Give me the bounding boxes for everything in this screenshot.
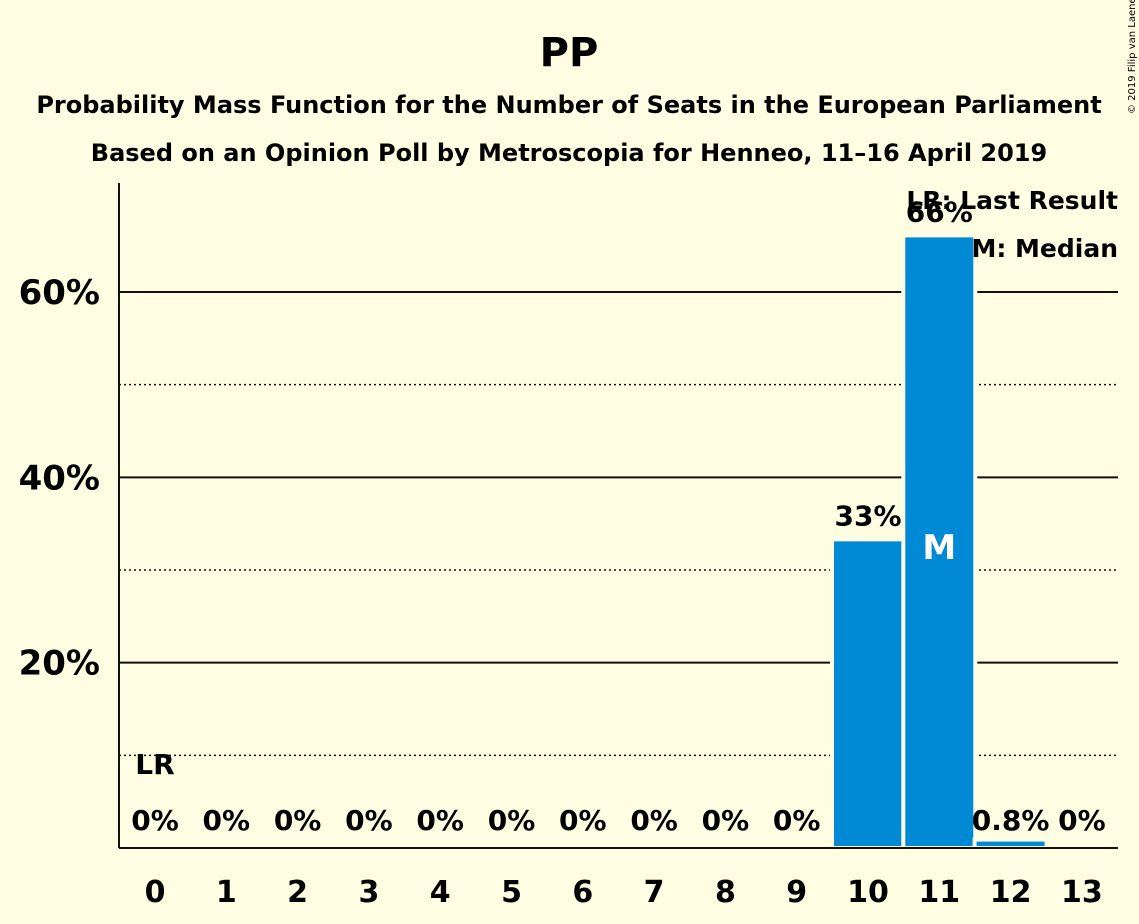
copyright-note: © 2019 Filip van Laenen <box>1127 0 1138 114</box>
x-tick-label: 13 <box>1061 875 1103 910</box>
data-label: 0% <box>559 804 607 837</box>
x-tick-label: 10 <box>847 875 889 910</box>
data-label: 0% <box>416 804 464 837</box>
data-label: 0% <box>702 804 750 837</box>
data-label: 0% <box>345 804 393 837</box>
y-tick-label: 60% <box>19 273 100 313</box>
legend-median: M: Median <box>971 234 1118 263</box>
x-tick-label: 11 <box>918 875 960 910</box>
x-tick-label: 6 <box>572 875 593 910</box>
last-result-marker: LR <box>135 748 174 781</box>
x-tick-label: 2 <box>287 875 308 910</box>
x-tick-label: 8 <box>715 875 736 910</box>
data-label: 0% <box>203 804 251 837</box>
x-tick-label: 9 <box>786 875 807 910</box>
legend-last-result: LR: Last Result <box>906 186 1118 215</box>
data-labels: 0% 0% 0% 0% 0% 0% 0% 0% 0% 0%33%66%0.8% 0%LRM <box>131 195 1105 837</box>
x-tick-label: 1 <box>216 875 237 910</box>
data-label: 66% <box>906 195 973 228</box>
chart-title: PP <box>540 30 599 76</box>
median-marker: M <box>922 528 956 568</box>
x-tick-label: 7 <box>644 875 665 910</box>
x-tick-label: 5 <box>501 875 522 910</box>
x-tick-label: 0 <box>145 875 166 910</box>
chart-subtitle-poll: Based on an Opinion Poll by Metroscopia … <box>91 139 1047 167</box>
bar <box>972 837 1049 851</box>
data-label: 0% <box>274 804 322 837</box>
data-label: 0.8% <box>972 804 1050 837</box>
data-label: 0% <box>131 804 179 837</box>
data-label: 0% <box>1058 804 1106 837</box>
data-label: 0% <box>488 804 536 837</box>
bar <box>830 537 906 850</box>
y-tick-label: 40% <box>19 458 100 498</box>
x-tick-label: 12 <box>990 875 1032 910</box>
y-tick-label: 20% <box>19 644 100 684</box>
axes: 20%40%60%0 1 2 3 4 5 6 7 8 9 10 11 12 13 <box>19 183 1118 910</box>
data-label: 0% <box>773 804 821 837</box>
x-tick-label: 3 <box>358 875 379 910</box>
data-label: 0% <box>630 804 678 837</box>
x-tick-label: 4 <box>430 875 451 910</box>
chart-subtitle: Probability Mass Function for the Number… <box>36 91 1101 119</box>
data-label: 33% <box>834 499 901 532</box>
